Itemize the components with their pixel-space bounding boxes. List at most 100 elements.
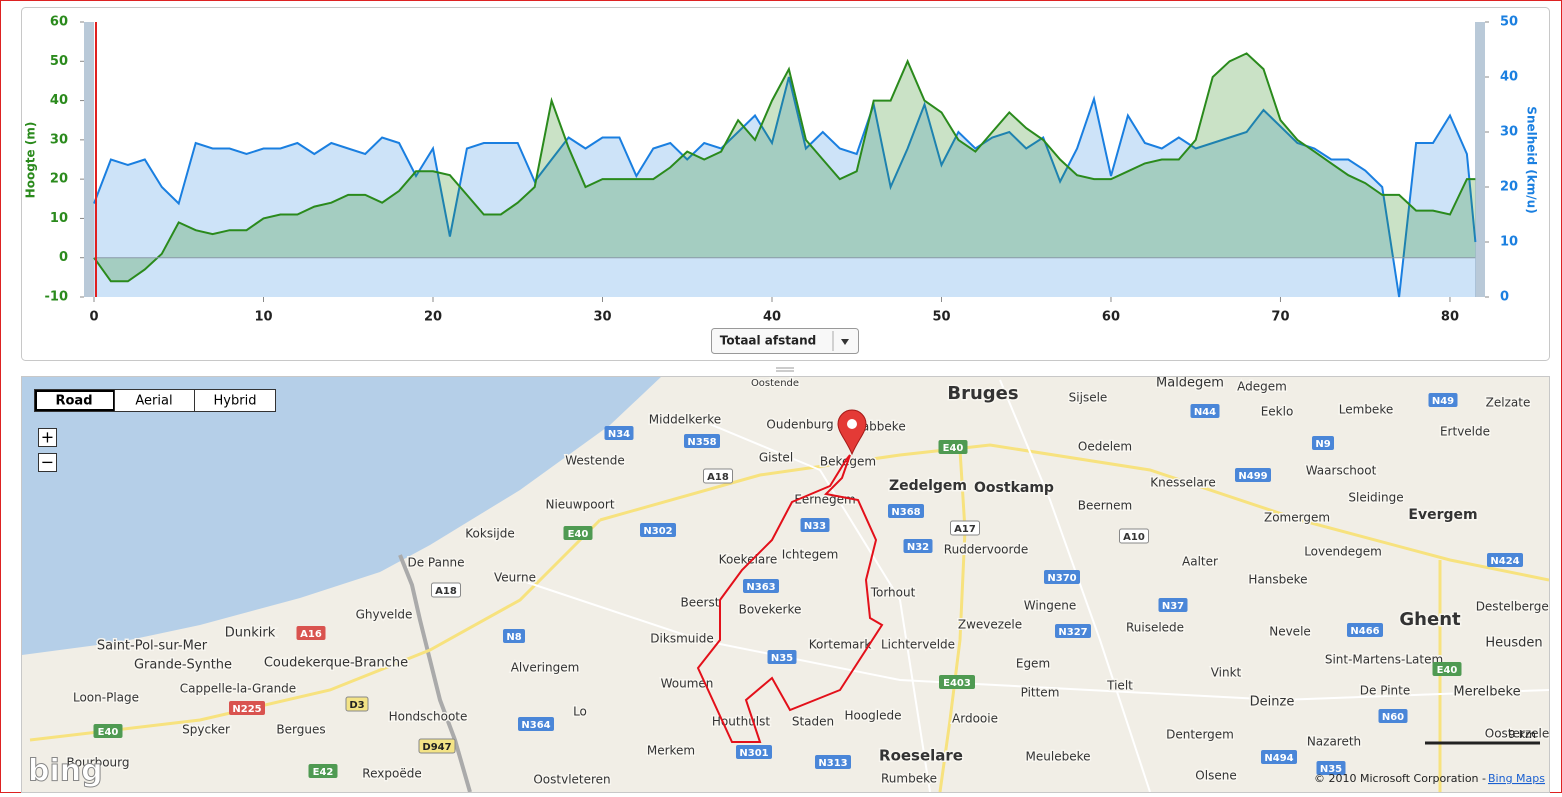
place-label: Houthulst	[712, 715, 770, 729]
place-label: Ertvelde	[1440, 425, 1490, 439]
route[interactable]	[696, 454, 884, 743]
road-label: N313	[818, 758, 847, 769]
road-shield	[1190, 404, 1220, 418]
road-label: A18	[435, 586, 457, 597]
x-selector[interactable]: Totaal afstand	[711, 328, 859, 354]
view-button[interactable]: Road	[55, 394, 92, 409]
road-shield	[1378, 709, 1408, 723]
place-label: Staden	[792, 715, 834, 729]
road-label: E40	[943, 443, 964, 454]
road-shield	[1432, 662, 1462, 676]
road-label: N225	[232, 704, 261, 715]
dropdown-label[interactable]: Totaal afstand	[720, 334, 817, 348]
copyright: © 2010 Microsoft Corporation -	[1314, 772, 1486, 785]
road-label: N364	[521, 720, 550, 731]
road-label: N33	[804, 521, 826, 532]
road-label: A17	[954, 524, 976, 535]
road-label: N370	[1047, 573, 1076, 584]
place-label: Zomergem	[1264, 511, 1330, 525]
view-button[interactable]: Hybrid	[214, 394, 257, 409]
road-label: N301	[739, 748, 768, 759]
place-label: Pittem	[1021, 686, 1060, 700]
road	[599, 443, 1549, 582]
place-label: Olsene	[1195, 769, 1236, 783]
road-shield	[563, 526, 593, 540]
road-shield	[1158, 598, 1188, 612]
y2-tick-label: 20	[1500, 180, 1518, 195]
road-label: N60	[1382, 712, 1404, 723]
road-shield	[767, 650, 797, 664]
zoom-out-label[interactable]: −	[41, 453, 54, 472]
place-label: Nazareth	[1307, 735, 1361, 749]
place-label: Oostvleteren	[533, 773, 610, 787]
place-label: Sint-Martens-Latem	[1325, 653, 1443, 667]
copyright-link[interactable]: Bing Maps	[1488, 772, 1545, 785]
map-pin[interactable]	[837, 409, 867, 456]
place-label: Hansbeke	[1248, 573, 1307, 587]
road-label: N368	[891, 507, 920, 518]
road-label: E40	[1437, 665, 1458, 676]
scale-label: 9 km	[1508, 728, 1536, 741]
place-label: Merelbeke	[1453, 685, 1520, 700]
road-label: A10	[1123, 532, 1145, 543]
road-shield	[93, 724, 123, 738]
splitter[interactable]	[776, 367, 794, 372]
y2-axis-band	[1475, 22, 1485, 297]
road-shield	[503, 629, 525, 643]
place-label: Koksijde	[465, 527, 514, 541]
place-label: Spycker	[182, 723, 230, 737]
place-label: Maldegem	[1156, 376, 1224, 391]
road-shield	[815, 755, 851, 769]
road-label: E42	[313, 767, 334, 778]
x-tick-label: 60	[1102, 310, 1120, 325]
y-tick-label: 20	[50, 172, 68, 187]
place-label: Oedelem	[1078, 440, 1132, 454]
road-label: N358	[687, 437, 716, 448]
view-button[interactable]: Aerial	[135, 394, 172, 409]
zoom-out[interactable]	[38, 453, 57, 472]
y-tick-label: -10	[45, 290, 69, 305]
road-shield	[345, 696, 369, 712]
x-tick-label: 40	[763, 310, 781, 325]
road-label: E40	[568, 529, 589, 540]
series-line	[93, 52, 1476, 283]
road-shield	[1312, 436, 1334, 450]
place-label: Egem	[1016, 657, 1050, 671]
road	[938, 449, 967, 792]
y-tick-label: 40	[50, 93, 68, 108]
road-label: N49	[1432, 396, 1454, 407]
place-label: Zwevezele	[958, 618, 1022, 632]
road-label: N494	[1264, 753, 1293, 764]
place-label: Knesselare	[1150, 476, 1215, 490]
x-tick-label: 10	[254, 310, 272, 325]
road-shield	[518, 717, 554, 731]
zoom-in[interactable]	[38, 428, 57, 447]
place-label: Vinkt	[1211, 666, 1242, 680]
place-label: Ichtegem	[782, 548, 839, 562]
place-label: Merkem	[647, 744, 695, 758]
place-label: Middelkerke	[649, 413, 721, 427]
y2-tick-label: 50	[1500, 15, 1518, 30]
road-shield	[418, 738, 456, 754]
road-label: N302	[643, 526, 672, 537]
place-label: Jabbeke	[857, 420, 905, 434]
road-shield	[736, 745, 772, 759]
dropdown-arrow[interactable]	[841, 339, 849, 345]
x-tick-label: 0	[89, 310, 98, 325]
bing-logo[interactable]: bing	[28, 753, 104, 789]
y2-tick-label: 0	[1500, 290, 1509, 305]
road-shield	[903, 539, 933, 553]
place-label: De Pinte	[1360, 684, 1410, 698]
y2-tick-label: 30	[1500, 125, 1518, 140]
zoom-in-label[interactable]: +	[41, 428, 54, 447]
map[interactable]: Bruges Maldegem Adegem Sijsele Oostende Ouden…	[22, 376, 1556, 793]
y-tick-label: 50	[50, 54, 68, 69]
place-label: Bergues	[276, 723, 325, 737]
place-label: De Panne	[407, 556, 464, 570]
place-label: Lo	[573, 705, 587, 719]
road-label: N466	[1350, 626, 1379, 637]
place-label: Torhout	[870, 586, 916, 600]
road-label: N424	[1490, 556, 1519, 567]
road-label: N499	[1238, 471, 1267, 482]
dropdown[interactable]	[711, 328, 859, 354]
